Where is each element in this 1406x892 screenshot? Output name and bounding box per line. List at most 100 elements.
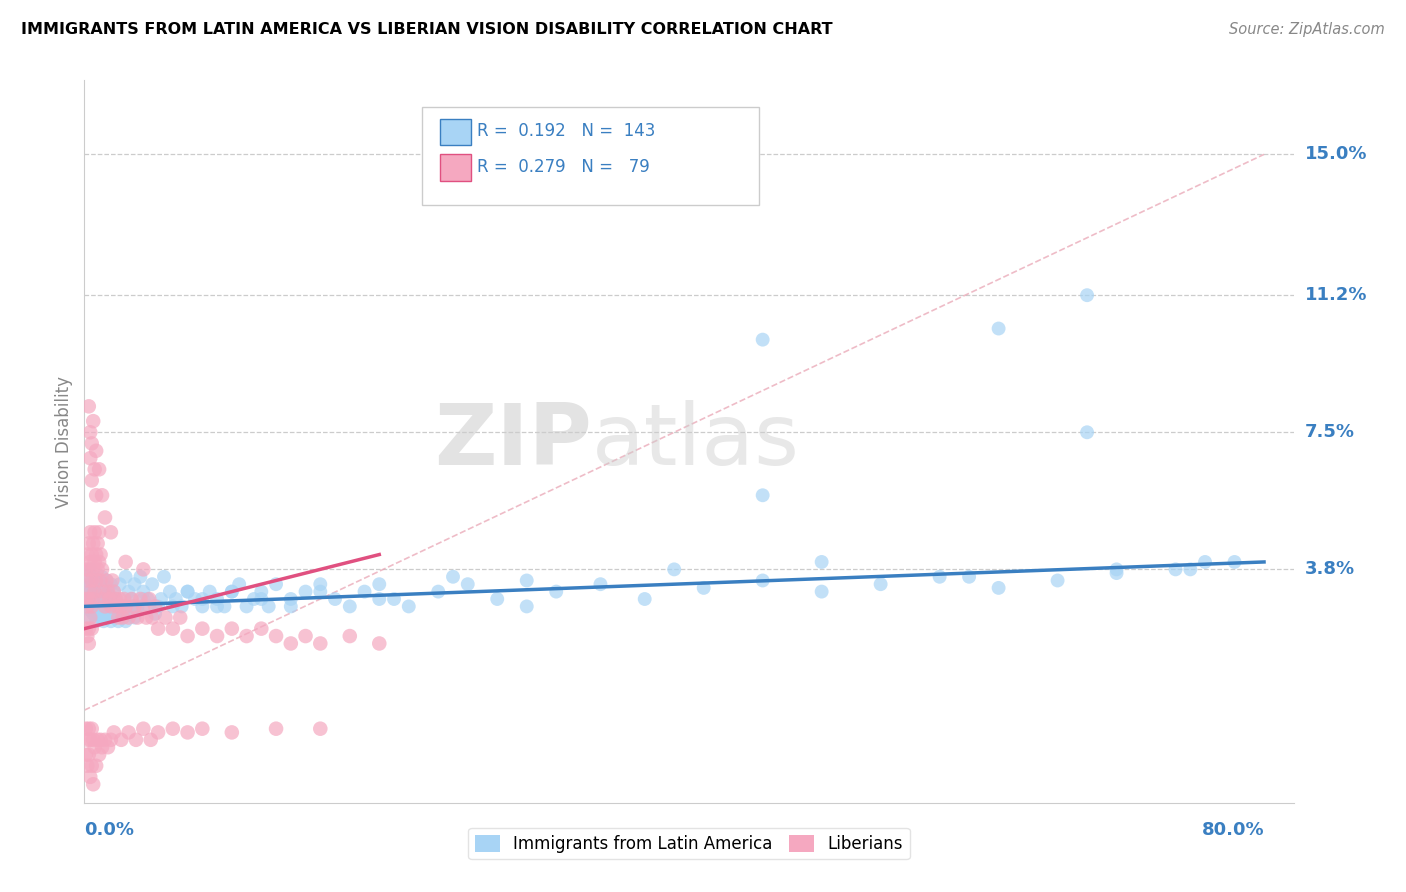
- Point: [162, 599, 184, 614]
- Point: [93, 577, 115, 591]
- Point: [170, 599, 193, 614]
- Point: [94, 510, 117, 524]
- Point: [86, 584, 108, 599]
- Point: [77, 722, 100, 736]
- Point: [221, 584, 243, 599]
- Point: [84, 592, 107, 607]
- Point: [184, 592, 207, 607]
- Point: [108, 607, 131, 621]
- Point: [129, 570, 152, 584]
- Point: [91, 592, 114, 607]
- Point: [136, 592, 159, 607]
- Point: [1105, 566, 1128, 580]
- Point: [97, 581, 120, 595]
- Point: [90, 574, 112, 588]
- Point: [127, 599, 149, 614]
- Point: [198, 584, 221, 599]
- Y-axis label: Vision Disability: Vision Disability: [55, 376, 73, 508]
- Point: [634, 592, 657, 607]
- Point: [191, 599, 214, 614]
- Point: [101, 607, 124, 621]
- Point: [110, 732, 132, 747]
- Point: [84, 488, 107, 502]
- Point: [103, 584, 125, 599]
- Point: [100, 599, 122, 614]
- Point: [1105, 562, 1128, 576]
- Point: [107, 614, 129, 628]
- Point: [75, 747, 97, 762]
- Point: [76, 548, 98, 562]
- Point: [162, 622, 184, 636]
- Point: [82, 777, 104, 791]
- Point: [257, 599, 280, 614]
- Point: [221, 584, 243, 599]
- Point: [108, 577, 131, 591]
- Text: ZIP: ZIP: [434, 400, 592, 483]
- Point: [104, 610, 127, 624]
- Point: [264, 722, 287, 736]
- Point: [84, 443, 107, 458]
- Point: [135, 610, 157, 624]
- Point: [87, 747, 110, 762]
- Point: [114, 555, 136, 569]
- Point: [75, 592, 97, 607]
- Point: [339, 599, 361, 614]
- Point: [132, 722, 155, 736]
- Point: [368, 636, 391, 650]
- Point: [79, 732, 101, 747]
- Point: [82, 581, 104, 595]
- Point: [110, 599, 132, 614]
- Point: [94, 732, 117, 747]
- Point: [83, 570, 105, 584]
- Point: [80, 588, 103, 602]
- Point: [243, 592, 266, 607]
- Point: [76, 570, 98, 584]
- Point: [77, 592, 100, 607]
- Point: [153, 570, 176, 584]
- Point: [176, 725, 198, 739]
- Text: 0.0%: 0.0%: [84, 822, 135, 839]
- Point: [191, 622, 214, 636]
- Point: [309, 577, 332, 591]
- Point: [105, 599, 128, 614]
- Point: [516, 599, 538, 614]
- Point: [309, 636, 332, 650]
- Point: [100, 732, 122, 747]
- Point: [77, 610, 100, 624]
- Point: [91, 562, 114, 576]
- Point: [751, 574, 773, 588]
- Point: [132, 562, 155, 576]
- Point: [83, 584, 105, 599]
- Point: [104, 592, 127, 607]
- Point: [87, 525, 110, 540]
- Point: [280, 599, 302, 614]
- Point: [87, 555, 110, 569]
- Point: [101, 574, 124, 588]
- Point: [250, 584, 273, 599]
- Point: [1194, 555, 1216, 569]
- Point: [80, 574, 103, 588]
- Text: 15.0%: 15.0%: [1305, 145, 1367, 163]
- Point: [77, 584, 100, 599]
- Point: [1076, 288, 1098, 302]
- Point: [77, 622, 100, 636]
- Point: [987, 321, 1010, 335]
- Point: [83, 555, 105, 569]
- Point: [146, 622, 169, 636]
- Point: [87, 607, 110, 621]
- Point: [176, 584, 198, 599]
- Point: [339, 629, 361, 643]
- Point: [121, 599, 143, 614]
- Point: [132, 592, 155, 607]
- Point: [323, 592, 346, 607]
- Point: [294, 629, 316, 643]
- Point: [90, 548, 112, 562]
- Point: [117, 584, 139, 599]
- Point: [810, 584, 832, 599]
- Point: [235, 629, 257, 643]
- Point: [398, 599, 420, 614]
- Point: [221, 725, 243, 739]
- Point: [250, 622, 273, 636]
- Text: R =  0.279   N =   79: R = 0.279 N = 79: [477, 158, 650, 176]
- Text: atlas: atlas: [592, 400, 800, 483]
